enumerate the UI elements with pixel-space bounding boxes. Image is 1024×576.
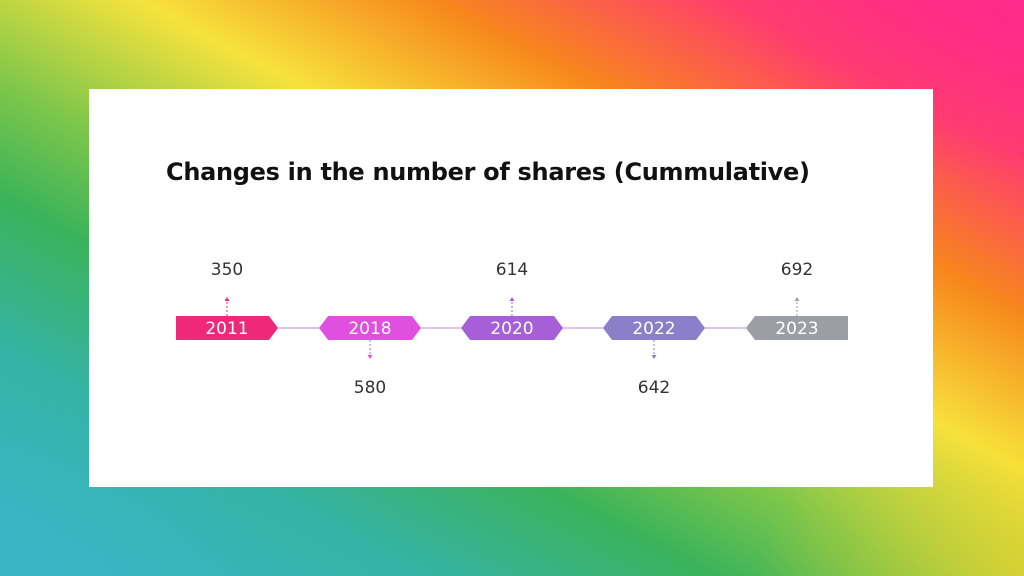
milestone-2018: 2018 580 xyxy=(319,316,421,398)
milestone-shape xyxy=(461,316,563,340)
milestone-value-label: 580 xyxy=(354,378,386,398)
timeline-milestones: 2011 350 2018 580 2020 614 2022 642 2023 692 xyxy=(176,260,848,398)
milestone-year-label: 2020 xyxy=(490,319,533,339)
milestone-year-label: 2023 xyxy=(775,319,818,339)
milestone-shape xyxy=(176,316,278,340)
milestone-year-label: 2022 xyxy=(632,319,675,339)
milestone-shape xyxy=(603,316,705,340)
milestone-shape xyxy=(746,316,848,340)
slide-title: Changes in the number of shares (Cummula… xyxy=(166,158,810,186)
milestone-value-label: 350 xyxy=(211,260,243,280)
arrow-head-icon xyxy=(509,297,515,301)
milestone-value-label: 692 xyxy=(781,260,813,280)
milestone-2022: 2022 642 xyxy=(603,316,705,398)
milestone-year-label: 2018 xyxy=(348,319,391,339)
milestone-2011: 2011 350 xyxy=(176,260,278,340)
milestone-value-label: 614 xyxy=(496,260,528,280)
milestone-value-label: 642 xyxy=(638,378,670,398)
arrow-head-icon xyxy=(224,297,230,301)
milestone-shape xyxy=(319,316,421,340)
milestone-2020: 2020 614 xyxy=(461,260,563,340)
arrow-head-icon xyxy=(367,355,373,359)
content-card xyxy=(89,89,933,487)
arrow-head-icon xyxy=(651,355,657,359)
arrow-head-icon xyxy=(794,297,800,301)
milestone-year-label: 2011 xyxy=(205,319,248,339)
milestone-2023: 2023 692 xyxy=(746,260,848,340)
